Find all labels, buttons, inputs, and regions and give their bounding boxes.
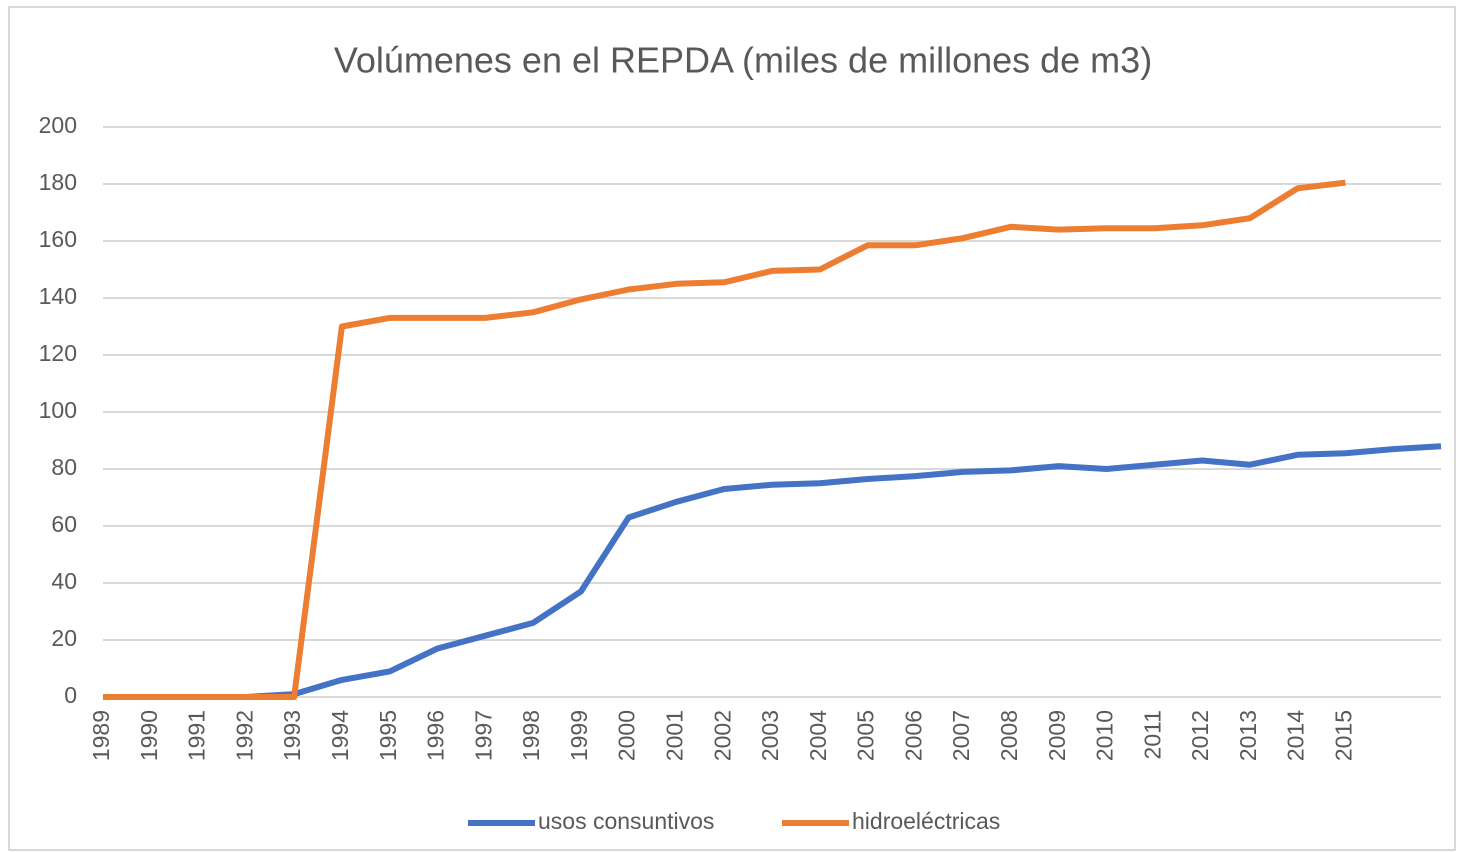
x-tick-label: 2011: [1139, 710, 1165, 759]
x-tick-label: 1994: [327, 710, 353, 761]
x-tick-label: 1990: [136, 710, 162, 761]
x-tick-label: 2005: [853, 710, 879, 761]
y-tick-label: 20: [51, 625, 77, 651]
x-tick-label: 1998: [518, 710, 544, 761]
x-tick-label: 2013: [1235, 710, 1261, 761]
legend-label: usos consuntivos: [538, 808, 714, 834]
x-tick-label: 2007: [948, 710, 974, 761]
y-tick-label: 160: [39, 226, 77, 252]
x-tick-label: 2015: [1331, 710, 1357, 761]
x-tick-label: 1999: [566, 710, 592, 761]
x-tick-label: 1989: [88, 710, 114, 761]
y-tick-label: 200: [39, 112, 77, 138]
y-tick-label: 140: [39, 283, 77, 309]
x-tick-label: 2004: [805, 710, 831, 761]
y-tick-label: 0: [64, 682, 77, 708]
x-tick-label: 2009: [1044, 710, 1070, 761]
chart-frame: [8, 6, 1456, 851]
x-tick-label: 1992: [231, 710, 257, 761]
x-tick-label: 2012: [1187, 710, 1213, 761]
x-tick-label: 1996: [423, 710, 449, 761]
x-tick-label: 1993: [279, 710, 305, 761]
y-tick-label: 60: [51, 511, 77, 537]
x-tick-label: 2010: [1092, 710, 1118, 761]
y-tick-label: 100: [39, 397, 77, 423]
series-line: [103, 443, 1442, 700]
chart-title: Volúmenes en el REPDA (miles de millones…: [334, 40, 1152, 81]
x-tick-label: 2014: [1283, 710, 1309, 761]
x-tick-label: 2003: [757, 710, 783, 761]
series-line: [103, 179, 1346, 700]
x-tick-label: 1995: [375, 710, 401, 761]
x-tick-label: 1991: [184, 710, 210, 761]
y-tick-label: 180: [39, 169, 77, 195]
x-tick-label: 2002: [709, 710, 735, 761]
y-tick-label: 80: [51, 454, 77, 480]
y-tick-label: 40: [51, 568, 77, 594]
x-tick-label: 2000: [614, 710, 640, 761]
y-tick-label: 120: [39, 340, 77, 366]
x-tick-label: 2006: [900, 710, 926, 761]
x-tick-label: 1997: [470, 710, 496, 761]
x-tick-label: 2008: [996, 710, 1022, 761]
x-tick-label: 2001: [662, 710, 688, 761]
legend-label: hidroeléctricas: [852, 808, 1000, 834]
